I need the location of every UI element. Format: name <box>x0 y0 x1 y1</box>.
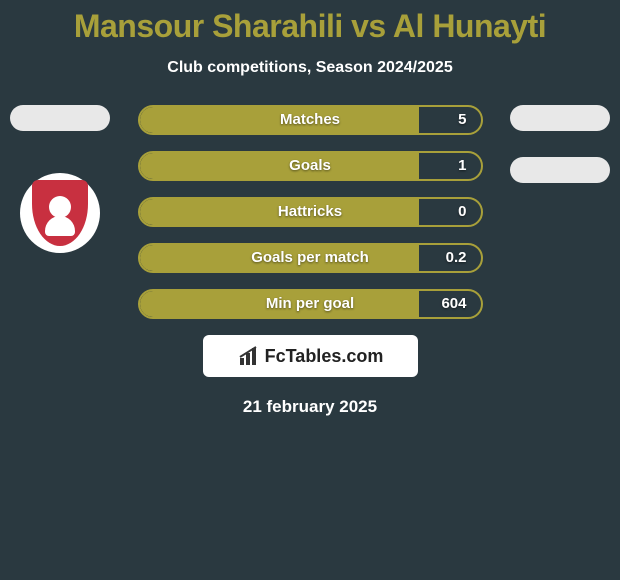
stat-label: Min per goal <box>140 291 481 317</box>
logo-text: FcTables.com <box>265 346 384 367</box>
stat-value: 604 <box>441 291 466 317</box>
player1-avatar-slot <box>10 105 110 131</box>
stat-row: Min per goal604 <box>138 289 483 319</box>
stat-label: Goals per match <box>140 245 481 271</box>
stat-label: Hattricks <box>140 199 481 225</box>
stat-label: Matches <box>140 107 481 133</box>
subtitle: Club competitions, Season 2024/2025 <box>0 59 620 77</box>
player2-avatar-slot <box>510 105 610 131</box>
stat-row: Goals per match0.2 <box>138 243 483 273</box>
stat-value: 0 <box>458 199 466 225</box>
stat-value: 0.2 <box>446 245 467 271</box>
stat-row: Goals1 <box>138 151 483 181</box>
stat-row: Matches5 <box>138 105 483 135</box>
stat-row: Hattricks0 <box>138 197 483 227</box>
page-title: Mansour Sharahili vs Al Hunayti <box>0 0 620 45</box>
shield-icon <box>32 180 88 246</box>
player2-club-slot <box>510 157 610 183</box>
stat-value: 5 <box>458 107 466 133</box>
site-logo: FcTables.com <box>203 335 418 377</box>
player1-club-badge <box>20 173 100 261</box>
stats-rows: Matches5Goals1Hattricks0Goals per match0… <box>138 105 483 319</box>
chart-icon <box>237 344 261 368</box>
stats-area: Matches5Goals1Hattricks0Goals per match0… <box>0 105 620 319</box>
date: 21 february 2025 <box>0 397 620 417</box>
stat-value: 1 <box>458 153 466 179</box>
stat-label: Goals <box>140 153 481 179</box>
